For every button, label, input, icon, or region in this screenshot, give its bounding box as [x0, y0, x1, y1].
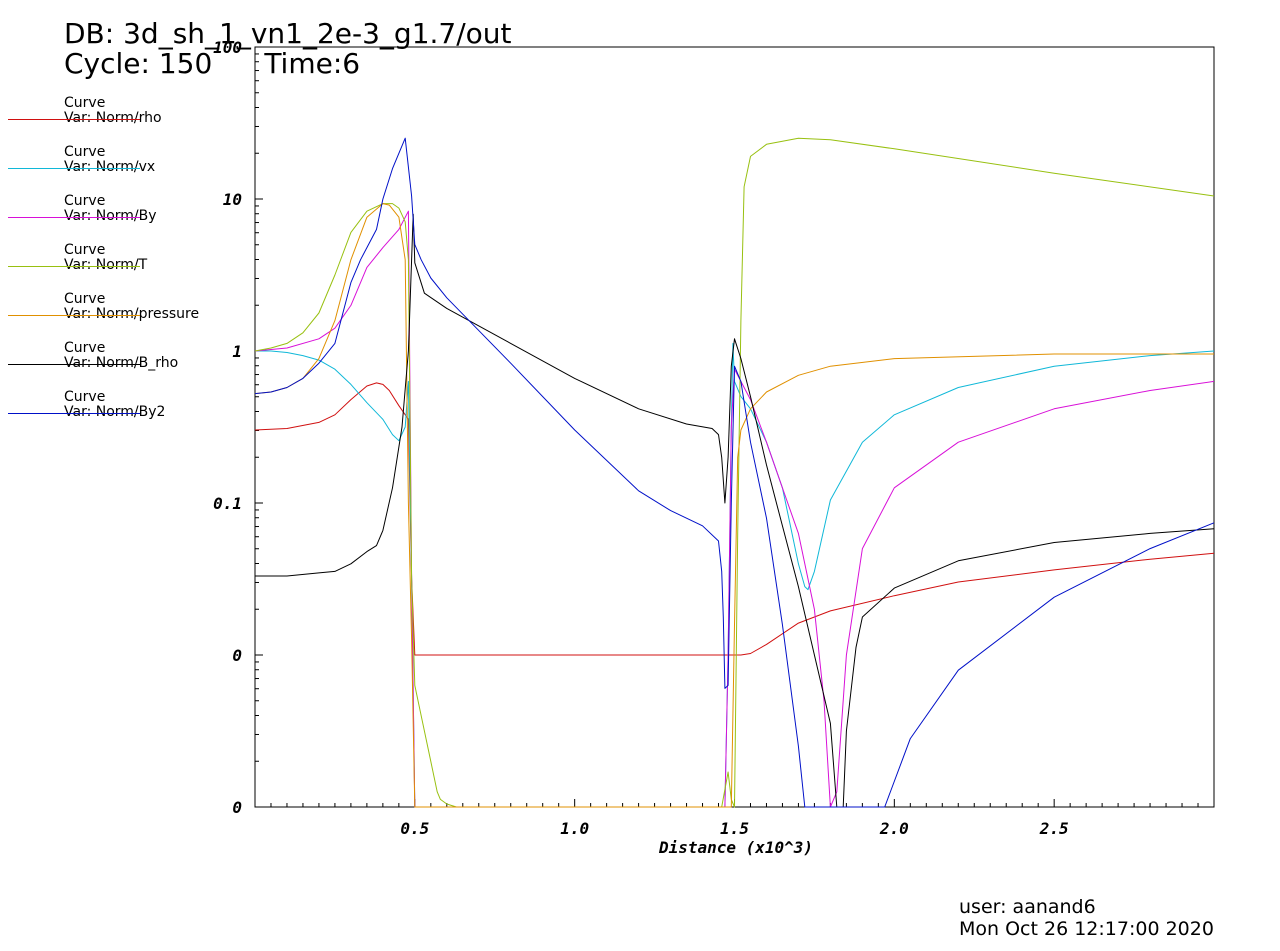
x-tick-label: 0.5: [400, 819, 429, 838]
database-title: DB: 3d_sh_1_vn1_2e-3_g1.7/out: [64, 17, 512, 50]
y-tick-label: 0: [232, 798, 242, 817]
legend-swatch: [8, 217, 140, 218]
legend-entry: Curve Var: Norm/vx: [8, 145, 198, 175]
curve-by2: [254, 137, 1215, 808]
curve-by: [254, 210, 1215, 808]
timestamp-label: Mon Oct 26 12:17:00 2020: [959, 918, 1214, 940]
legend-title: Curve: [64, 242, 106, 258]
x-tick-label: 1.0: [560, 819, 589, 838]
legend-title: Curve: [64, 291, 106, 307]
legend-var: Var: Norm/By2: [64, 404, 166, 420]
cycle-time-label: Cycle: 150 Time:6: [64, 49, 360, 79]
x-tick-label: 1.5: [720, 819, 749, 838]
time-label: Time:6: [264, 47, 361, 80]
y-tick-label: 1: [232, 342, 242, 361]
user-label: user: aanand6: [959, 896, 1096, 918]
cycle-label: Cycle: 150: [64, 47, 213, 80]
legend-title: Curve: [64, 389, 106, 405]
legend-swatch: [8, 364, 140, 365]
y-tick-label: 100: [213, 38, 242, 57]
legend-entry: Curve Var: Norm/By2: [8, 390, 198, 420]
x-tick-label: 2.0: [879, 819, 909, 838]
y-tick-label: 10: [223, 190, 242, 209]
legend-var: Var: Norm/By: [64, 208, 157, 224]
legend-entry: Curve Var: Norm/T: [8, 243, 198, 273]
curve-vx: [255, 342, 1215, 808]
y-tick-labels: 0 0 0.1 1 10 100: [213, 38, 242, 817]
legend-var: Var: Norm/rho: [64, 110, 162, 126]
y-tick-label: 0: [232, 646, 242, 665]
curve-b-rho: [255, 213, 1215, 808]
curve-t: [254, 137, 1215, 808]
legend-var: Var: Norm/vx: [64, 159, 156, 175]
legend-swatch: [8, 168, 140, 169]
legend-title: Curve: [64, 144, 106, 160]
legend-title: Curve: [64, 340, 106, 356]
legend-entry: Curve Var: Norm/By: [8, 194, 198, 224]
legend-entry: Curve Var: Norm/pressure: [8, 291, 200, 322]
curves: [254, 137, 1215, 808]
legend-var: Var: Norm/T: [64, 257, 148, 273]
x-tick-label: 2.5: [1039, 819, 1069, 838]
legend-title: Curve: [64, 193, 106, 209]
legend-entry: Curve Var: Norm/B_rho: [8, 341, 198, 371]
legend-swatch: [8, 266, 140, 267]
axis-ticks: [254, 46, 1215, 808]
x-axis-title: Distance (x10^3): [658, 838, 813, 857]
x-tick-labels: 0.5 1.0 1.5 2.0 2.5: [400, 819, 1068, 838]
curve-rho: [254, 382, 1215, 656]
legend-swatch: [8, 413, 140, 414]
legend-var: Var: Norm/B_rho: [64, 355, 179, 371]
y-tick-label: 0.1: [213, 494, 242, 513]
legend-var: Var: Norm/pressure: [64, 306, 200, 322]
plot-frame: [254, 46, 1215, 808]
legend-swatch: [8, 315, 140, 316]
legend-entry: Curve Var: Norm/rho: [8, 96, 198, 126]
curve-pressure: [254, 203, 1214, 808]
legend-swatch: [8, 119, 140, 120]
legend-title: Curve: [64, 95, 106, 111]
